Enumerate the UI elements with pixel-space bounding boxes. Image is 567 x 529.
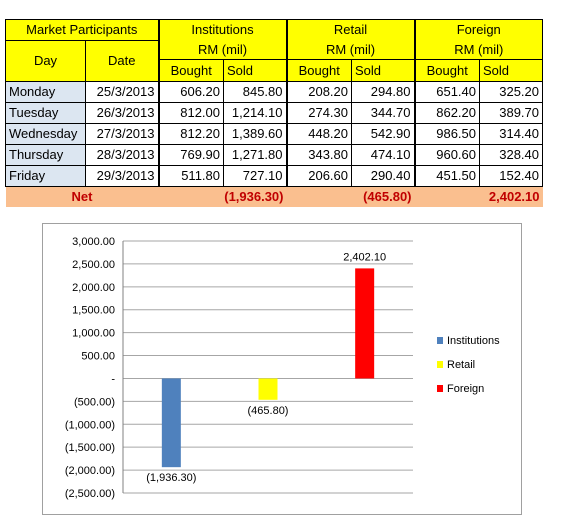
table-row: Monday 25/3/2013 606.20 845.80 208.20 294.80 6… [5,81,543,103]
bought-cell: 511.80 [157,165,224,187]
bought-cell: 206.60 [285,165,352,187]
day-cell: Wednesday [5,123,86,145]
net-retail: (465.80) [286,186,415,207]
table-row: Wednesday 27/3/2013 812.20 1,389.60 448.20 54… [5,123,543,145]
market-participants-header: Market Participants [5,19,159,41]
net-row: Net (1,936.30) (465.80) 2,402.10 [5,186,543,207]
y-tick-label: - [111,373,115,385]
y-tick-label: (2,500.00) [65,488,115,500]
legend-swatch [437,385,443,392]
institutions-bought-header: Bought [157,59,224,82]
sold-cell: 727.10 [223,165,287,187]
bought-cell: 986.50 [413,123,480,145]
bought-cell: 343.80 [285,144,352,166]
bought-cell: 274.30 [285,102,352,124]
retail-bought-header: Bought [285,59,352,82]
day-cell: Tuesday [5,102,86,124]
y-tick-label: 2,000.00 [72,282,115,294]
sold-cell: 344.70 [351,102,415,124]
sold-cell: 152.40 [479,165,543,187]
bought-cell: 606.20 [157,81,224,103]
date-cell: 29/3/2013 [85,165,159,187]
institutions-unit: RM (mil) [157,40,287,60]
foreign-bought-header: Bought [413,59,480,82]
table-row: Tuesday 26/3/2013 812.00 1,214.10 274.30 344.… [5,102,543,124]
y-tick-label: (1,500.00) [65,442,115,454]
sold-cell: 1,271.80 [223,144,287,166]
bought-cell: 651.40 [413,81,480,103]
data-label: (1,936.30) [146,472,196,484]
retail-header: Retail [285,19,415,41]
institutions-sold-header: Sold [223,59,287,82]
legend-label: Institutions [447,335,500,347]
foreign-sold-header: Sold [479,59,543,82]
retail-unit: RM (mil) [285,40,415,60]
market-participants-table: Market Participants Institutions Retail … [5,19,543,207]
legend-label: Retail [447,359,475,371]
y-tick-label: (2,000.00) [65,465,115,477]
bought-cell: 208.20 [285,81,352,103]
net-chart: 3,000.00 2,500.00 2,000.00 1,500.00 1,000.00… [42,223,522,515]
date-header: Date [85,40,159,82]
date-cell: 25/3/2013 [85,81,159,103]
net-chart-svg: 3,000.00 2,500.00 2,000.00 1,500.00 1,000.00… [65,236,500,500]
net-label: Net [5,186,159,207]
day-cell: Friday [5,165,86,187]
sold-cell: 294.80 [351,81,415,103]
legend-swatch [437,337,443,344]
table-row: Friday 29/3/2013 511.80 727.10 206.60 290.40 4… [5,165,543,187]
bought-cell: 960.60 [413,144,480,166]
sold-cell: 1,389.60 [223,123,287,145]
sold-cell: 325.20 [479,81,543,103]
bought-cell: 812.20 [157,123,224,145]
y-tick-label: 500.00 [81,351,115,363]
data-label: (465.80) [248,405,289,417]
y-tick-label: 2,500.00 [72,259,115,271]
retail-sold-header: Sold [351,59,415,82]
foreign-header: Foreign [413,19,543,41]
bought-cell: 812.00 [157,102,224,124]
sold-cell: 389.70 [479,102,543,124]
bought-cell: 769.90 [157,144,224,166]
table-row: Thursday 28/3/2013 769.90 1,271.80 343.80 474… [5,144,543,166]
date-cell: 28/3/2013 [85,144,159,166]
sold-cell: 1,214.10 [223,102,287,124]
sold-cell: 290.40 [351,165,415,187]
y-tick-label: 1,000.00 [72,328,115,340]
net-institutions: (1,936.30) [158,186,287,207]
day-cell: Monday [5,81,86,103]
sold-cell: 845.80 [223,81,287,103]
bar-foreign [355,268,375,379]
bar-retail [258,378,278,400]
bought-cell: 448.20 [285,123,352,145]
sold-cell: 542.90 [351,123,415,145]
data-label: 2,402.10 [343,251,386,263]
legend-label: Foreign [447,383,484,395]
y-tick-label: (500.00) [74,396,115,408]
net-foreign: 2,402.10 [414,186,543,207]
y-tick-label: 3,000.00 [72,236,115,248]
legend-swatch [437,361,443,368]
day-cell: Thursday [5,144,86,166]
bar-institutions [161,378,181,468]
day-header: Day [5,40,86,82]
sold-cell: 314.40 [479,123,543,145]
foreign-unit: RM (mil) [413,40,543,60]
bought-cell: 451.50 [413,165,480,187]
sold-cell: 328.40 [479,144,543,166]
institutions-header: Institutions [157,19,287,41]
y-tick-label: (1,000.00) [65,419,115,431]
y-tick-label: 1,500.00 [72,305,115,317]
bought-cell: 862.20 [413,102,480,124]
sold-cell: 474.10 [351,144,415,166]
date-cell: 26/3/2013 [85,102,159,124]
date-cell: 27/3/2013 [85,123,159,145]
